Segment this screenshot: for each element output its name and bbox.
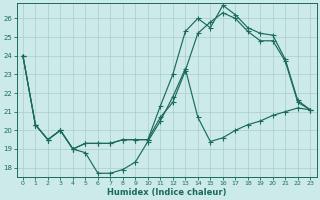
X-axis label: Humidex (Indice chaleur): Humidex (Indice chaleur) [107,188,226,197]
